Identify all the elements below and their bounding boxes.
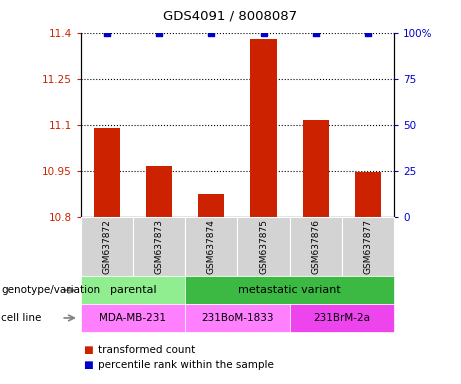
Point: [155, 30, 163, 36]
Point: [312, 30, 319, 36]
Bar: [198, 194, 225, 217]
Point: [260, 30, 267, 36]
Text: GSM637872: GSM637872: [102, 219, 111, 274]
Text: cell line: cell line: [1, 313, 41, 323]
Text: 231BrM-2a: 231BrM-2a: [313, 313, 370, 323]
Text: GSM637873: GSM637873: [154, 219, 164, 274]
Text: ■: ■: [83, 360, 93, 370]
Bar: [355, 172, 381, 217]
Text: metastatic variant: metastatic variant: [238, 285, 341, 295]
Point: [103, 30, 111, 36]
Text: GSM637876: GSM637876: [311, 219, 320, 274]
Bar: [303, 120, 329, 217]
Text: MDA-MB-231: MDA-MB-231: [100, 313, 166, 323]
Text: transformed count: transformed count: [98, 345, 195, 355]
Bar: [94, 128, 120, 217]
Point: [364, 30, 372, 36]
Text: ■: ■: [83, 345, 93, 355]
Text: 231BoM-1833: 231BoM-1833: [201, 313, 274, 323]
Text: GDS4091 / 8008087: GDS4091 / 8008087: [164, 10, 297, 23]
Text: GSM637877: GSM637877: [364, 219, 372, 274]
Bar: [250, 39, 277, 217]
Text: parental: parental: [110, 285, 156, 295]
Text: GSM637875: GSM637875: [259, 219, 268, 274]
Bar: [146, 166, 172, 217]
Text: genotype/variation: genotype/variation: [1, 285, 100, 295]
Text: percentile rank within the sample: percentile rank within the sample: [98, 360, 274, 370]
Point: [207, 30, 215, 36]
Text: GSM637874: GSM637874: [207, 219, 216, 274]
